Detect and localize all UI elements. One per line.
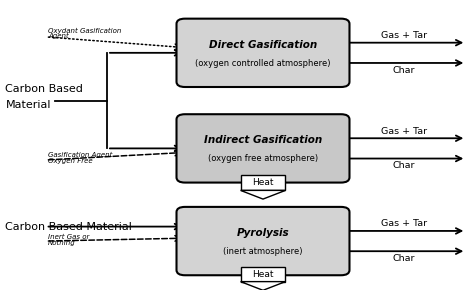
Text: Char: Char (392, 161, 415, 170)
FancyBboxPatch shape (176, 19, 349, 87)
Text: Gas + Tar: Gas + Tar (381, 31, 427, 40)
FancyBboxPatch shape (240, 267, 285, 282)
Text: Heat: Heat (252, 269, 274, 278)
Text: Oxydant Gasification: Oxydant Gasification (48, 27, 121, 33)
Text: Agent: Agent (48, 33, 69, 39)
Text: Direct Gasification: Direct Gasification (209, 40, 317, 50)
FancyBboxPatch shape (176, 114, 349, 182)
FancyBboxPatch shape (240, 175, 285, 190)
Text: Carbon Based Material: Carbon Based Material (5, 221, 132, 232)
Text: Char: Char (392, 254, 415, 263)
Text: Carbon Based: Carbon Based (5, 84, 83, 94)
Text: (oxygen free atmosphere): (oxygen free atmosphere) (208, 154, 318, 163)
Polygon shape (240, 190, 285, 199)
Text: Material: Material (5, 100, 51, 110)
Text: Nothing: Nothing (48, 240, 76, 246)
Text: Inert Gas or: Inert Gas or (48, 234, 89, 240)
Text: (inert atmosphere): (inert atmosphere) (223, 247, 303, 256)
FancyBboxPatch shape (176, 207, 349, 275)
Polygon shape (240, 282, 285, 290)
Text: Pyrolysis: Pyrolysis (237, 228, 289, 238)
Text: Gasification Agent: Gasification Agent (48, 152, 112, 158)
Text: Oxygen Free: Oxygen Free (48, 158, 92, 164)
Text: (oxygen controlled atmosphere): (oxygen controlled atmosphere) (195, 59, 331, 68)
Text: Indirect Gasification: Indirect Gasification (204, 135, 322, 145)
Text: Heat: Heat (252, 178, 274, 187)
Text: Char: Char (392, 66, 415, 75)
Text: Gas + Tar: Gas + Tar (381, 127, 427, 136)
Text: Gas + Tar: Gas + Tar (381, 219, 427, 228)
